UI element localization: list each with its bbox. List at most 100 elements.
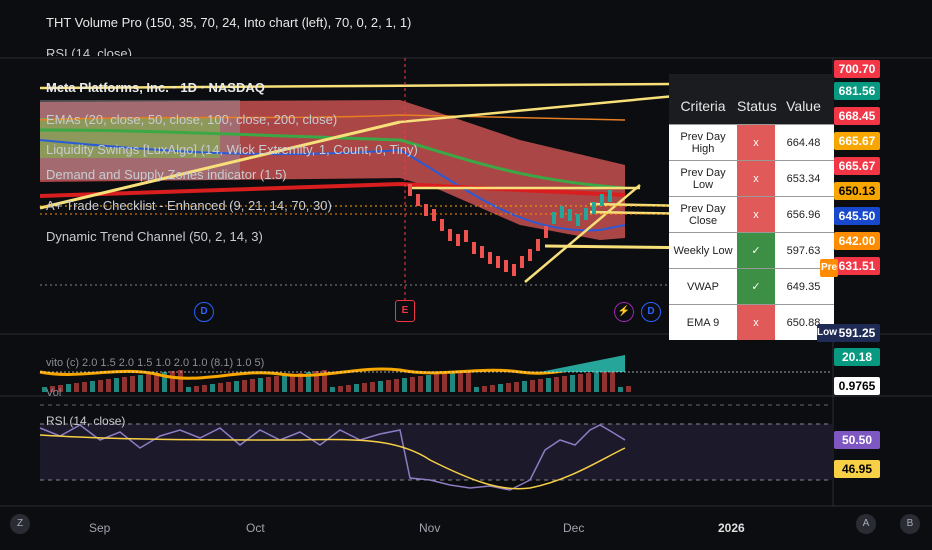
volume-bar <box>562 376 567 392</box>
volume-bar <box>450 372 455 392</box>
candle <box>504 260 508 272</box>
trend-channel-legend[interactable]: Dynamic Trend Channel (50, 2, 14, 3) <box>46 229 263 244</box>
x-axis-dec: Dec <box>563 521 585 535</box>
volume-bar <box>114 378 119 392</box>
checklist-row: VWAP ✓ 649.35 <box>669 268 834 304</box>
symbol-title[interactable]: Meta Platforms, Inc. · 1D · NASDAQ <box>46 80 265 95</box>
candle <box>440 219 444 231</box>
x-axis-oct: Oct <box>246 521 265 535</box>
volume-indicator-legend[interactable]: THT Volume Pro (150, 35, 70, 24, Into ch… <box>46 15 412 30</box>
vol-label[interactable]: Vol <box>46 387 62 399</box>
criteria-cell: Prev Day Low <box>680 166 726 191</box>
candle <box>512 264 516 276</box>
status-cell: ✓ <box>737 233 775 268</box>
earnings-marker[interactable]: E <box>395 300 415 322</box>
split-marker-icon[interactable]: ⚡ <box>614 302 634 322</box>
value-cell: 664.48 <box>786 136 821 149</box>
rsi-ma-line <box>39 434 626 490</box>
trend-line <box>524 184 641 283</box>
demand-supply-legend[interactable]: Demand and Supply Zones indicator (1.5) <box>46 167 287 182</box>
low-tag: Low <box>817 324 837 342</box>
candle <box>496 256 500 268</box>
volume-bar <box>154 373 159 392</box>
candle <box>592 202 596 214</box>
volume-bar <box>178 370 183 392</box>
zoom-button[interactable]: Z <box>10 514 30 534</box>
volume-bar <box>138 375 143 392</box>
volume-bar <box>362 383 367 392</box>
volume-bar <box>298 373 303 392</box>
x-axis-2026: 2026 <box>718 521 745 535</box>
price-axis-tag: 46.95 <box>834 460 880 478</box>
dividend-marker-dec[interactable]: D <box>641 302 661 322</box>
volume-bar <box>402 378 407 392</box>
price-axis-tag: 631.51 <box>834 257 880 275</box>
volume-bar <box>74 383 79 392</box>
candle <box>480 246 484 258</box>
candle <box>408 184 412 196</box>
candle <box>608 190 612 202</box>
volume-bar <box>426 375 431 392</box>
volume-bar <box>194 386 199 392</box>
ema-line <box>39 128 626 190</box>
volume-bar <box>618 387 623 392</box>
candle <box>576 214 580 226</box>
volume-bar <box>626 386 631 392</box>
status-cell: x <box>737 197 775 232</box>
status-cell: ✓ <box>737 269 775 304</box>
candle <box>488 252 492 264</box>
volume-bar <box>202 385 207 392</box>
value-cell: 650.88 <box>786 316 821 329</box>
volume-bar <box>442 373 447 392</box>
candle <box>464 230 468 242</box>
checklist-legend[interactable]: A+ Trade Checklist - Enhanced (9, 21, 14… <box>46 198 332 213</box>
volume-bar <box>586 373 591 392</box>
volume-bar <box>242 380 247 392</box>
volume-bar <box>378 381 383 392</box>
liquidity-legend[interactable]: Liquidity Swings [LuxAlgo] (14, Wick Ext… <box>46 142 418 157</box>
auto-scale-button[interactable]: A <box>856 514 876 534</box>
volume-bar <box>594 372 599 392</box>
candle <box>600 194 604 206</box>
volume-bar <box>570 375 575 392</box>
candle <box>416 194 420 206</box>
volume-bar <box>338 386 343 392</box>
volume-bar <box>546 378 551 392</box>
volume-bar <box>522 381 527 392</box>
ema-legend[interactable]: EMAs (20, close, 50, close, 100, close, … <box>46 112 338 127</box>
volume-bar <box>554 377 559 392</box>
volume-bar <box>106 379 111 392</box>
checklist-row: Prev Day Low x 653.34 <box>669 160 834 196</box>
volume-bar <box>290 374 295 392</box>
price-axis-tag: 0.9765 <box>834 377 880 395</box>
volume-overlay-legend[interactable]: vito (c) 2.0 1.5 2.0 1.5 1.0 2.0 1.0 (8.… <box>46 357 265 369</box>
value-cell: 597.63 <box>786 244 821 257</box>
volume-bar <box>282 375 287 392</box>
criteria-cell: VWAP <box>687 280 719 293</box>
volume-bar <box>226 382 231 392</box>
value-cell: 656.96 <box>786 208 821 221</box>
value-header: Value <box>786 98 821 114</box>
rsi-legend-top[interactable]: RSI (14, close) <box>46 46 132 56</box>
rsi-legend[interactable]: RSI (14, close) <box>46 414 126 428</box>
volume-area <box>540 355 625 372</box>
volume-bar <box>98 380 103 392</box>
dividend-marker-sep[interactable]: D <box>194 302 214 322</box>
volume-bar <box>506 383 511 392</box>
value-cell: 653.34 <box>786 172 821 185</box>
volume-bar <box>266 377 271 392</box>
log-scale-button[interactable]: B <box>900 514 920 534</box>
volume-bar <box>498 384 503 392</box>
volume-bar <box>146 374 151 392</box>
volume-bar <box>66 384 71 392</box>
volume-bar <box>258 378 263 392</box>
volume-bar <box>466 370 471 392</box>
volume-bar <box>90 381 95 392</box>
volume-bar <box>234 381 239 392</box>
volume-bar <box>314 371 319 392</box>
volume-bar <box>42 387 47 392</box>
candle <box>568 209 572 221</box>
volume-bar <box>346 385 351 392</box>
volume-bar <box>490 385 495 392</box>
